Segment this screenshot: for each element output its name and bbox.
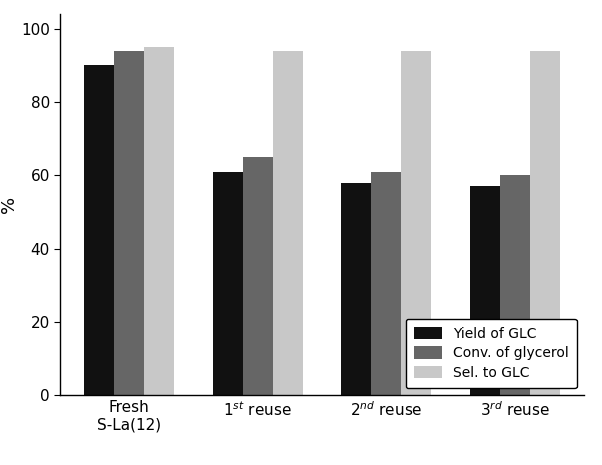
Bar: [273, 51, 303, 395]
Bar: [213, 172, 243, 395]
Y-axis label: %: %: [0, 196, 18, 213]
Bar: [114, 51, 144, 395]
Legend: Yield of GLC, Conv. of glycerol, Sel. to GLC: Yield of GLC, Conv. of glycerol, Sel. to…: [406, 319, 577, 388]
Bar: [470, 186, 500, 395]
Bar: [371, 172, 402, 395]
Bar: [402, 51, 432, 395]
Bar: [341, 183, 371, 395]
Bar: [500, 175, 530, 395]
Bar: [84, 65, 114, 395]
Bar: [530, 51, 560, 395]
Bar: [243, 157, 273, 395]
Bar: [144, 47, 174, 395]
